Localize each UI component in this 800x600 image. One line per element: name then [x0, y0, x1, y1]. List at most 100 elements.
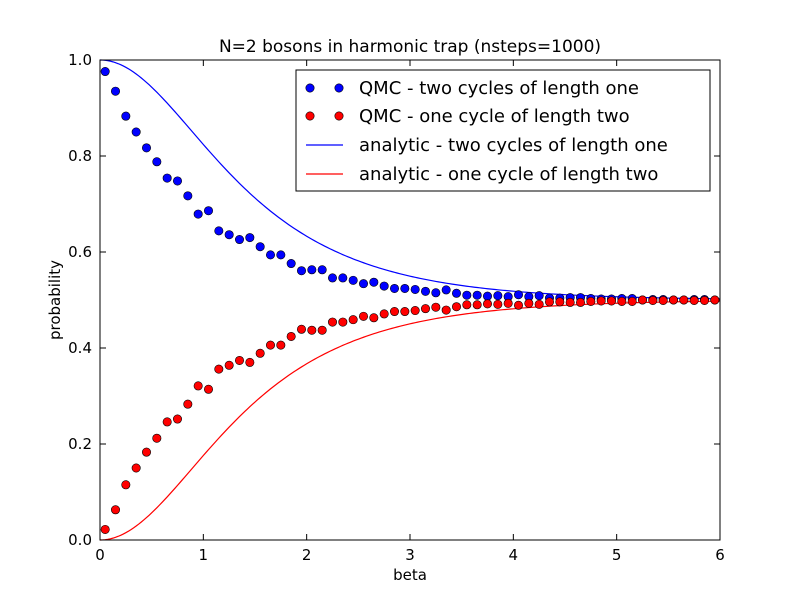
data-point-series-2: [699, 295, 709, 305]
data-point-series-1: [338, 273, 348, 283]
data-point-series-1: [245, 233, 255, 243]
data-point-series-2: [658, 295, 668, 305]
data-point-series-1: [255, 242, 265, 252]
data-point-series-1: [224, 230, 234, 240]
data-point-series-1: [472, 290, 482, 300]
x-tick-label: 4: [509, 546, 519, 564]
data-point-series-1: [100, 67, 110, 77]
data-point-series-1: [369, 277, 379, 287]
x-axis-label: beta: [393, 566, 427, 584]
data-point-series-2: [431, 302, 441, 312]
data-point-series-2: [679, 295, 689, 305]
data-point-series-2: [400, 307, 410, 317]
data-point-series-2: [689, 295, 699, 305]
data-point-series-1: [296, 266, 306, 276]
legend-label-4: analytic - one cycle of length two: [359, 164, 658, 185]
data-point-series-2: [142, 447, 152, 457]
data-point-series-1: [131, 127, 141, 137]
data-point-series-1: [493, 291, 503, 301]
data-point-series-2: [111, 505, 121, 515]
data-point-series-1: [193, 209, 203, 219]
data-point-series-2: [224, 360, 234, 370]
data-point-series-2: [255, 348, 265, 358]
data-point-series-2: [575, 297, 585, 307]
data-point-series-1: [183, 191, 193, 201]
series-line-2: [99, 300, 721, 541]
data-point-series-2: [627, 296, 637, 306]
data-point-series-1: [358, 279, 368, 289]
data-point-series-2: [451, 302, 461, 312]
data-point-series-1: [286, 259, 296, 269]
data-point-series-2: [100, 524, 110, 534]
data-point-series-2: [369, 313, 379, 323]
plot-area: [99, 59, 721, 541]
data-point-series-1: [162, 173, 172, 183]
data-point-series-1: [420, 286, 430, 296]
data-point-series-2: [358, 311, 368, 321]
data-point-series-2: [183, 399, 193, 409]
data-point-series-2: [534, 299, 544, 309]
data-point-series-1: [400, 283, 410, 293]
data-point-series-2: [327, 317, 337, 327]
y-tick-label: 0.4: [68, 339, 92, 357]
x-tick-label: 6: [715, 546, 725, 564]
data-point-series-2: [265, 340, 275, 350]
data-point-series-2: [276, 340, 286, 350]
data-point-series-2: [410, 306, 420, 316]
data-point-series-2: [214, 364, 224, 374]
data-point-series-2: [441, 305, 451, 315]
data-point-series-2: [472, 300, 482, 310]
data-point-series-1: [204, 206, 214, 216]
legend-frame: [295, 69, 711, 192]
data-point-series-2: [544, 297, 554, 307]
data-point-series-2: [131, 463, 141, 473]
data-point-series-1: [214, 226, 224, 236]
y-axis-label: probability: [46, 260, 64, 340]
data-point-series-2: [617, 296, 627, 306]
data-point-series-2: [245, 357, 255, 367]
data-point-series-2: [503, 298, 513, 308]
data-point-series-2: [193, 381, 203, 391]
data-point-series-1: [534, 291, 544, 301]
data-point-series-1: [317, 265, 327, 275]
chart-title: N=2 bosons in harmonic trap (nsteps=1000…: [219, 37, 601, 57]
data-point-series-1: [327, 273, 337, 283]
data-point-series-1: [462, 290, 472, 300]
legend-marker-2: [334, 111, 344, 121]
data-point-series-2: [524, 298, 534, 308]
data-point-series-2: [173, 414, 183, 424]
legend-label-1: QMC - two cycles of length one: [359, 78, 639, 99]
data-point-series-2: [420, 304, 430, 314]
data-point-series-1: [265, 250, 275, 260]
data-point-series-1: [451, 288, 461, 298]
data-point-series-1: [441, 285, 451, 295]
x-tick-label: 0: [95, 546, 105, 564]
legend-label-2: QMC - one cycle of length two: [359, 106, 630, 127]
data-point-series-2: [482, 299, 492, 309]
data-point-series-1: [121, 111, 131, 121]
data-point-series-2: [307, 325, 317, 335]
data-point-series-2: [637, 295, 647, 305]
data-point-series-2: [348, 315, 358, 325]
data-point-series-2: [338, 317, 348, 327]
legend: QMC - two cycles of length one QMC - one …: [295, 69, 711, 192]
data-point-series-2: [204, 384, 214, 394]
legend-items: QMC - two cycles of length one QMC - one …: [305, 78, 668, 185]
y-tick-label: 0.0: [68, 531, 92, 549]
data-point-series-1: [389, 283, 399, 293]
y-tick-label: 0.6: [68, 243, 92, 261]
data-point-series-2: [555, 297, 565, 307]
data-point-series-2: [586, 296, 596, 306]
data-point-series-1: [111, 86, 121, 96]
data-point-series-2: [462, 300, 472, 310]
y-tick-label: 0.2: [68, 435, 92, 453]
data-point-series-2: [121, 480, 131, 490]
data-point-series-2: [379, 309, 389, 319]
data-point-series-1: [152, 157, 162, 167]
legend-marker-2: [305, 111, 315, 121]
data-point-series-2: [493, 299, 503, 309]
data-point-series-2: [565, 297, 575, 307]
data-point-series-2: [668, 295, 678, 305]
